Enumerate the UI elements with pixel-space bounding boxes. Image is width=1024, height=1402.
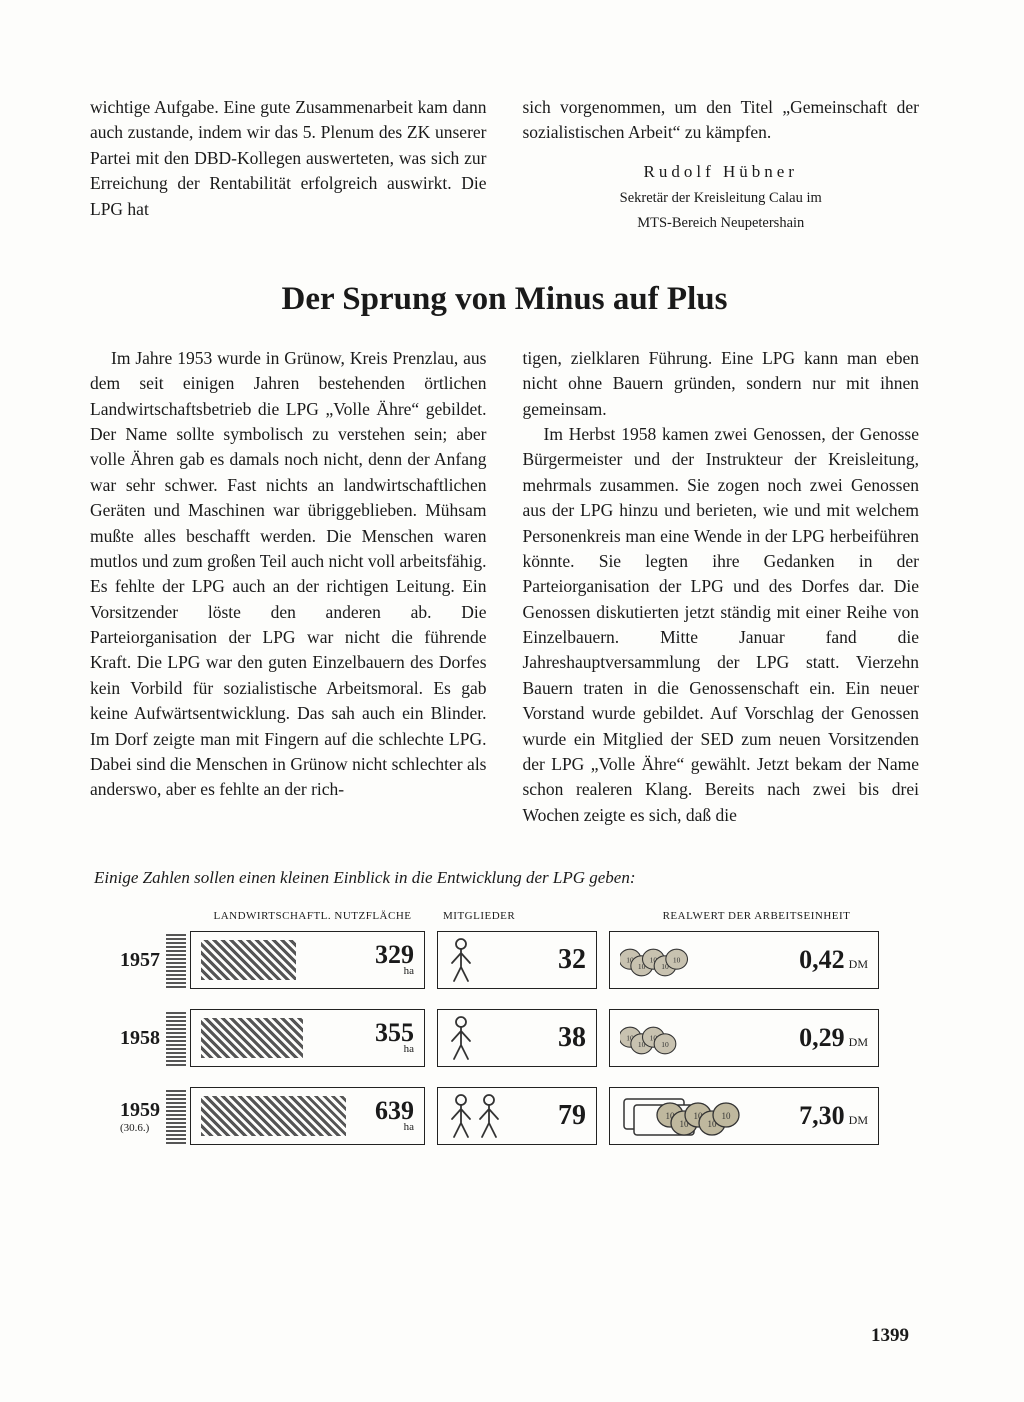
body-columns: Im Jahre 1953 wurde in Grünow, Kreis Pre…	[90, 346, 919, 828]
chart-caption: Einige Zahlen sollen einen kleinen Einbl…	[90, 868, 919, 888]
year-strip-icon	[166, 932, 186, 988]
chart-row-1958: 1958 355ha 38 101010100,29DM	[120, 1004, 900, 1072]
svg-text:10: 10	[661, 1040, 669, 1049]
svg-text:10: 10	[673, 956, 681, 965]
land-value: 355ha	[375, 1021, 414, 1054]
chart-header: LANDWIRTSCHAFTL. NUTZFLÄCHE MITGLIEDER R…	[120, 910, 900, 922]
chart-header-members: MITGLIEDER	[435, 910, 613, 922]
lpg-chart: LANDWIRTSCHAFTL. NUTZFLÄCHE MITGLIEDER R…	[120, 910, 900, 1150]
land-panel: 639ha	[190, 1087, 425, 1145]
chart-header-land: LANDWIRTSCHAFTL. NUTZFLÄCHE	[190, 910, 435, 922]
real-value: 0,42DM	[799, 945, 868, 975]
chart-row-1957: 1957 329ha 32 10101010100,42DM	[120, 926, 900, 994]
year-label: 1957	[120, 932, 190, 988]
year-strip-icon	[166, 1010, 186, 1066]
author-block: Rudolf Hübner Sekretär der Kreisleitung …	[523, 160, 920, 233]
realvalue-panel: 10101010100,42DM	[609, 931, 879, 989]
members-value: 32	[558, 944, 586, 976]
land-bar-icon	[201, 1096, 346, 1136]
members-panel: 79	[437, 1087, 597, 1145]
coins-icon: 1010101010	[620, 937, 799, 983]
land-bar-icon	[201, 940, 296, 980]
land-panel: 355ha	[190, 1009, 425, 1067]
coins-icon: 10101010	[620, 1015, 799, 1061]
body-p1: Im Jahre 1953 wurde in Grünow, Kreis Pre…	[90, 346, 487, 803]
land-value: 329ha	[375, 943, 414, 976]
author-title-line2: MTS-Bereich Neupetershain	[523, 213, 920, 233]
year-label: 1958	[120, 1010, 190, 1066]
realvalue-panel: 10101010107,30DM	[609, 1087, 879, 1145]
person-icon	[448, 1093, 502, 1139]
year-label: 1959(30.6.)	[120, 1088, 190, 1144]
chart-header-real: REALWERT DER ARBEITSEINHEIT	[613, 910, 900, 922]
members-panel: 32	[437, 931, 597, 989]
members-panel: 38	[437, 1009, 597, 1067]
intro-col2: sich vorgenommen, um den Titel „Gemeinsc…	[523, 95, 920, 146]
body-p3: Im Herbst 1958 kamen zwei Genossen, der …	[523, 422, 920, 828]
body-p2: tigen, zielklaren Führung. Eine LPG kann…	[523, 346, 920, 422]
realvalue-panel: 101010100,29DM	[609, 1009, 879, 1067]
intro-columns: wichtige Aufgabe. Eine gute Zusammenarbe…	[90, 95, 919, 233]
chart-row-1959: 1959(30.6.) 639ha 79 10101010107,30DM	[120, 1082, 900, 1150]
author-title-line1: Sekretär der Kreisleitung Calau im	[523, 188, 920, 208]
coins-icon: 1010101010	[620, 1093, 799, 1139]
person-icon	[448, 937, 474, 983]
land-bar-icon	[201, 1018, 303, 1058]
svg-text:10: 10	[722, 1111, 732, 1121]
land-value: 639ha	[375, 1099, 414, 1132]
real-value: 7,30DM	[799, 1101, 868, 1131]
author-name: Rudolf Hübner	[523, 160, 920, 185]
intro-col1: wichtige Aufgabe. Eine gute Zusammenarbe…	[90, 95, 487, 222]
land-panel: 329ha	[190, 931, 425, 989]
members-value: 38	[558, 1022, 586, 1054]
person-icon	[448, 1015, 474, 1061]
article-headline: Der Sprung von Minus auf Plus	[90, 281, 919, 318]
year-strip-icon	[166, 1088, 186, 1144]
members-value: 79	[558, 1100, 586, 1132]
real-value: 0,29DM	[799, 1023, 868, 1053]
page-number: 1399	[871, 1325, 909, 1347]
